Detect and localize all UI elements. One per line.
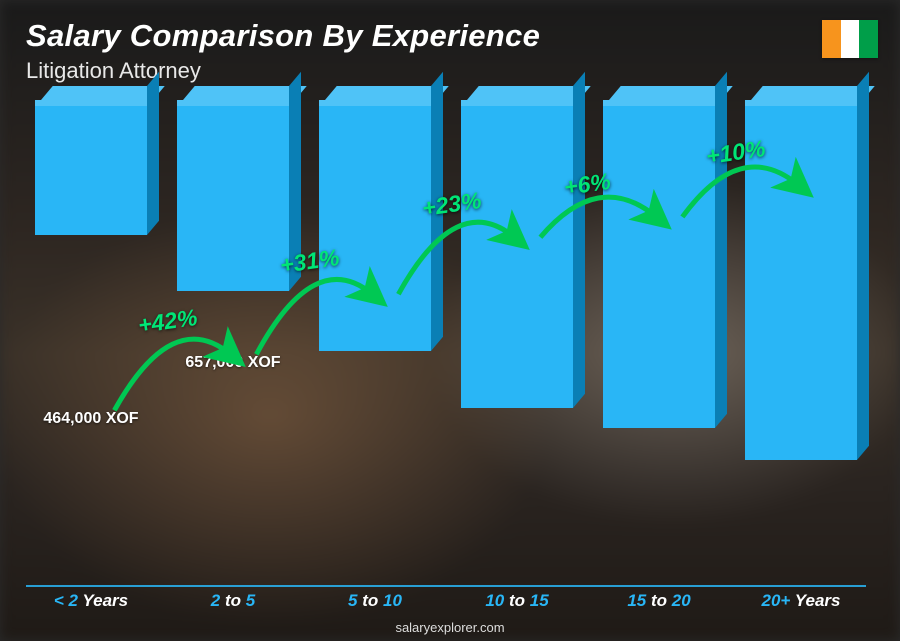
bar-group: 1,240,000 XOF — [736, 100, 866, 585]
bar-group: 657,000 XOF — [168, 100, 298, 585]
chart-container: Salary Comparison By Experience Litigati… — [0, 0, 900, 641]
x-axis-label: 2 to 5 — [168, 591, 298, 611]
chart-subtitle: Litigation Attorney — [26, 58, 201, 84]
bar-group: 1,060,000 XOF — [452, 100, 582, 585]
bar-value-label: 657,000 XOF — [129, 354, 337, 372]
x-axis: < 2 Years 2 to 5 5 to 10 10 to 15 15 to 20 20… — [26, 585, 866, 611]
bar — [461, 100, 573, 408]
x-axis-label: < 2 Years — [26, 591, 156, 611]
bar-value-label: 464,000 XOF — [0, 410, 195, 428]
bar — [177, 100, 289, 291]
flag-stripe-1 — [822, 20, 841, 58]
bar-chart: 464,000 XOF657,000 XOF864,000 XOF1,060,0… — [26, 100, 866, 585]
x-axis-label: 20+ Years — [736, 591, 866, 611]
bar — [35, 100, 147, 235]
bar-group: 464,000 XOF — [26, 100, 156, 585]
x-axis-label: 5 to 10 — [310, 591, 440, 611]
footer-source: salaryexplorer.com — [0, 620, 900, 635]
x-axis-label: 10 to 15 — [452, 591, 582, 611]
chart-title: Salary Comparison By Experience — [26, 18, 540, 54]
flag-stripe-3 — [859, 20, 878, 58]
x-axis-label: 15 to 20 — [594, 591, 724, 611]
country-flag-icon — [822, 20, 878, 58]
bar — [603, 100, 715, 428]
flag-stripe-2 — [841, 20, 860, 58]
bar-group: 1,130,000 XOF — [594, 100, 724, 585]
bar — [319, 100, 431, 351]
bar-group: 864,000 XOF — [310, 100, 440, 585]
